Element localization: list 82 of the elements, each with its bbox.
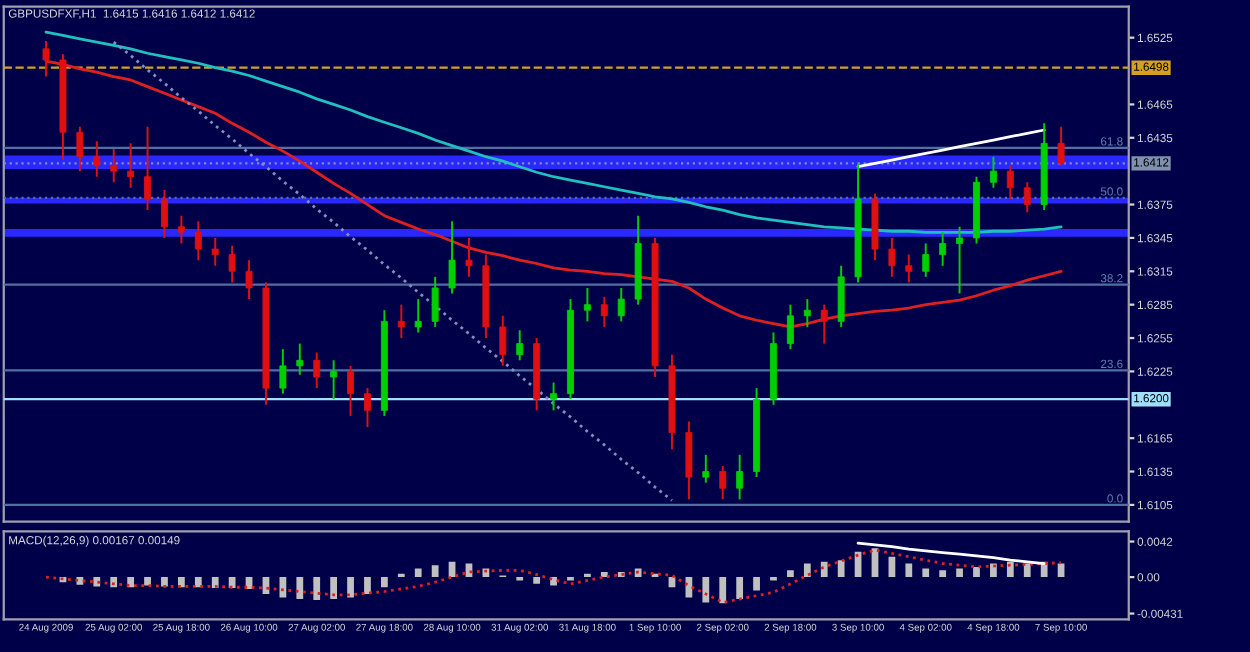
candlestick — [347, 364, 355, 417]
bar — [313, 577, 321, 600]
candlestick — [194, 220, 202, 262]
bar — [431, 565, 439, 578]
candlestick — [583, 287, 591, 323]
bar — [973, 566, 980, 578]
bar — [787, 570, 794, 578]
bar — [939, 570, 947, 578]
candlestick — [989, 155, 997, 189]
candlestick — [702, 453, 710, 484]
bar — [347, 577, 354, 598]
candlestick — [364, 387, 371, 429]
candlestick — [1023, 181, 1031, 214]
candlestick — [786, 303, 794, 351]
candlestick — [685, 420, 693, 501]
candlestick — [296, 342, 304, 376]
candlestick — [1057, 125, 1065, 167]
bar — [228, 577, 236, 589]
candlestick — [228, 244, 236, 284]
candlestick — [550, 381, 558, 412]
bar — [1023, 563, 1031, 578]
bar — [837, 560, 845, 578]
bar — [803, 563, 811, 578]
bar — [296, 577, 304, 600]
bar — [820, 561, 828, 578]
candlestick — [330, 359, 338, 401]
candlestick — [448, 220, 456, 295]
line-series — [856, 541, 1046, 565]
bar — [719, 577, 727, 604]
candlestick — [1006, 164, 1014, 200]
bar — [178, 577, 185, 588]
candlestick — [820, 303, 828, 345]
bar — [922, 568, 930, 578]
candlestick — [837, 264, 845, 328]
candlestick — [922, 242, 930, 278]
candlestick — [211, 236, 219, 267]
bar — [161, 577, 168, 587]
bar — [414, 568, 422, 578]
candlestick — [719, 465, 727, 501]
candlestick — [161, 189, 168, 239]
bar — [753, 577, 760, 591]
candlestick — [313, 351, 321, 390]
bar — [194, 577, 202, 588]
candlestick — [414, 298, 422, 334]
bar — [905, 563, 913, 578]
bar — [736, 577, 744, 600]
line-series — [856, 128, 1046, 169]
candlestick — [177, 214, 185, 245]
candlestick — [956, 225, 964, 295]
candlestick — [397, 303, 405, 340]
candlestick — [279, 348, 287, 395]
bar — [364, 577, 371, 595]
bar — [330, 577, 338, 600]
line-series — [112, 40, 674, 502]
candlestick — [431, 275, 439, 328]
bar — [702, 577, 710, 603]
bar — [956, 568, 963, 578]
candlestick — [127, 142, 135, 189]
line-series — [44, 548, 1063, 604]
bar — [1006, 561, 1014, 578]
candlestick — [76, 125, 84, 173]
bar — [600, 572, 608, 578]
candlestick — [245, 259, 253, 301]
candlestick — [42, 40, 50, 78]
candlestick — [465, 236, 473, 278]
candlestick — [905, 253, 913, 284]
candlestick — [939, 231, 947, 267]
line-series — [44, 30, 1063, 234]
candlestick — [499, 314, 507, 367]
candlestick — [617, 287, 625, 323]
bar — [144, 577, 151, 586]
candlestick — [600, 295, 608, 328]
candlestick — [803, 298, 811, 328]
bar — [533, 577, 541, 584]
candlestick — [144, 125, 152, 212]
candlestick — [888, 236, 896, 278]
candlestick — [93, 140, 101, 178]
candlestick — [110, 147, 118, 184]
bar — [990, 563, 997, 578]
candlestick — [736, 453, 744, 501]
bar — [381, 577, 388, 588]
candlestick — [516, 329, 524, 362]
